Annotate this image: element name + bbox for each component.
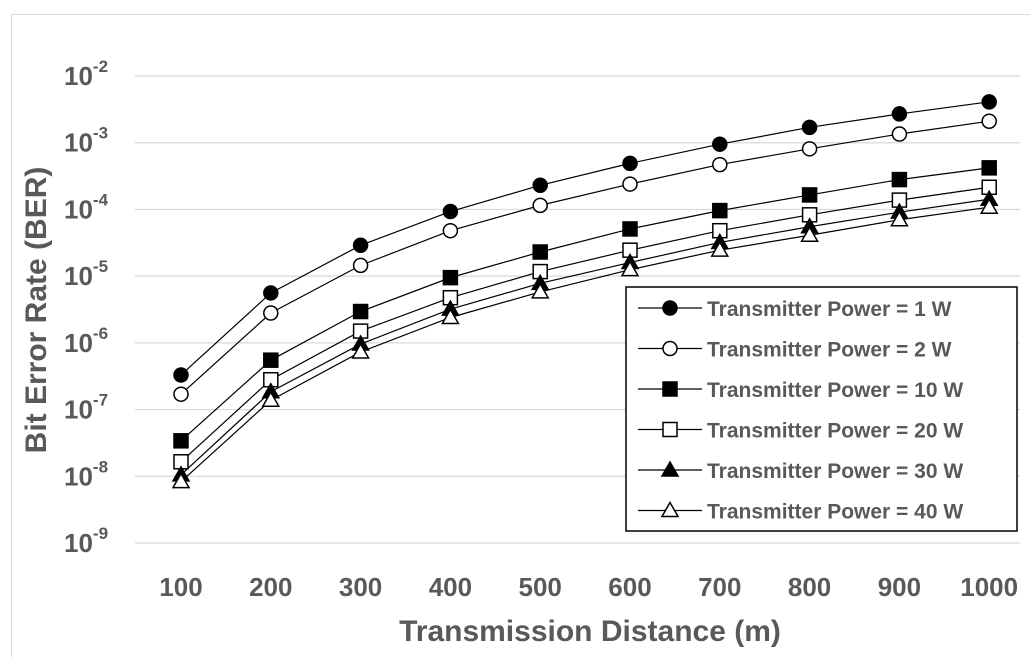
data-point xyxy=(532,177,548,194)
data-point xyxy=(891,126,908,142)
x-tick-label: 500 xyxy=(519,572,562,602)
data-point xyxy=(801,141,818,157)
data-point xyxy=(710,240,730,257)
data-point xyxy=(263,352,279,368)
x-tick-label: 300 xyxy=(339,572,382,602)
data-point xyxy=(622,155,638,172)
series-line xyxy=(180,186,990,463)
data-point xyxy=(351,342,370,359)
legend-item: Transmitter Power = 40 W xyxy=(638,501,963,524)
data-point xyxy=(891,106,908,122)
data-point xyxy=(442,203,459,220)
legend-item: Transmitter Power = 10 W xyxy=(638,379,963,402)
x-tick-label: 600 xyxy=(608,572,651,602)
x-tick-labels: 100 200 300 400 500 600 700 800 900 1000 xyxy=(159,572,1018,602)
series-line xyxy=(180,206,990,483)
legend-marker xyxy=(662,421,678,438)
data-point xyxy=(712,202,728,219)
legend-item: Transmitter Power = 1 W xyxy=(638,298,952,321)
data-point xyxy=(442,222,459,239)
legend-item: Transmitter Power = 20 W xyxy=(638,420,963,443)
y-tick-label: 10-4 xyxy=(64,190,109,224)
legend-label: Transmitter Power = 10 W xyxy=(707,379,963,402)
x-tick-label: 100 xyxy=(159,572,202,602)
data-point xyxy=(981,160,997,176)
legend-marker xyxy=(660,500,680,518)
legend-label: Transmitter Power = 40 W xyxy=(707,501,963,524)
data-point xyxy=(800,225,819,243)
y-axis-title: Bit Error Rate (BER) xyxy=(20,167,53,454)
x-tick-label: 900 xyxy=(878,572,921,602)
data-point xyxy=(171,472,191,489)
data-point xyxy=(622,221,638,237)
y-tick-label: 10-7 xyxy=(64,391,108,425)
data-point xyxy=(981,113,997,129)
series-3 xyxy=(173,160,997,449)
data-point xyxy=(891,171,908,188)
x-tick-label: 1000 xyxy=(960,572,1018,602)
series-line xyxy=(180,120,990,395)
legend-label: Transmitter Power = 30 W xyxy=(707,460,963,483)
legend: Transmitter Power = 1 W Transmitter Power… xyxy=(625,286,1018,532)
data-point xyxy=(622,176,638,192)
data-point xyxy=(801,119,818,136)
y-tick-label: 10-3 xyxy=(64,124,108,158)
y-tick-label: 10-5 xyxy=(64,257,108,291)
data-point xyxy=(441,307,460,325)
data-point xyxy=(263,305,279,321)
data-point xyxy=(890,210,909,227)
series-1 xyxy=(173,94,997,383)
data-point xyxy=(261,390,281,407)
series-line xyxy=(180,198,990,476)
legend-box xyxy=(625,286,1018,532)
series-2 xyxy=(173,113,997,402)
legend-marker xyxy=(662,340,678,357)
legend-marker xyxy=(662,300,678,316)
x-tick-label: 400 xyxy=(429,572,472,602)
y-tick-labels: 10-2 10-3 10-4 10-5 10-6 10-7 10-8 10-9 xyxy=(64,57,109,558)
series-line xyxy=(180,167,990,442)
data-point xyxy=(620,260,640,277)
data-point xyxy=(979,197,999,214)
data-point xyxy=(352,303,369,320)
data-point xyxy=(173,386,189,402)
data-point xyxy=(530,282,550,299)
series-line xyxy=(180,101,990,376)
data-point xyxy=(532,244,548,260)
x-axis-title: Transmission Distance (m) xyxy=(399,615,781,648)
legend-item: Transmitter Power = 2 W xyxy=(638,339,952,362)
data-point xyxy=(712,136,728,152)
data-point xyxy=(173,367,189,383)
data-point xyxy=(263,285,279,301)
series-6 xyxy=(171,197,999,489)
x-tick-label: 200 xyxy=(249,572,292,602)
x-tick-label: 700 xyxy=(698,572,741,602)
legend-label: Transmitter Power = 2 W xyxy=(707,339,952,362)
data-point xyxy=(442,269,459,286)
chart-frame xyxy=(11,14,1030,657)
data-point xyxy=(801,187,818,203)
y-tick-label: 10-6 xyxy=(64,324,108,358)
x-tick-label: 800 xyxy=(788,572,831,602)
data-point xyxy=(532,197,548,214)
y-tick-label: 10-2 xyxy=(64,57,108,91)
legend-label: Transmitter Power = 20 W xyxy=(707,420,963,443)
series-layer xyxy=(171,94,999,489)
legend-items: Transmitter Power = 1 W Transmitter Power… xyxy=(638,298,963,524)
data-point xyxy=(173,433,189,449)
y-tick-label: 10-9 xyxy=(64,524,108,558)
legend-marker xyxy=(662,381,678,397)
data-point xyxy=(981,94,997,110)
legend-label: Transmitter Power = 1 W xyxy=(707,298,952,321)
legend-marker xyxy=(660,460,680,477)
data-point xyxy=(712,156,728,173)
y-tick-label: 10-8 xyxy=(64,457,108,491)
data-point xyxy=(352,237,369,254)
legend-item: Transmitter Power = 30 W xyxy=(638,460,963,483)
data-point xyxy=(352,257,369,274)
